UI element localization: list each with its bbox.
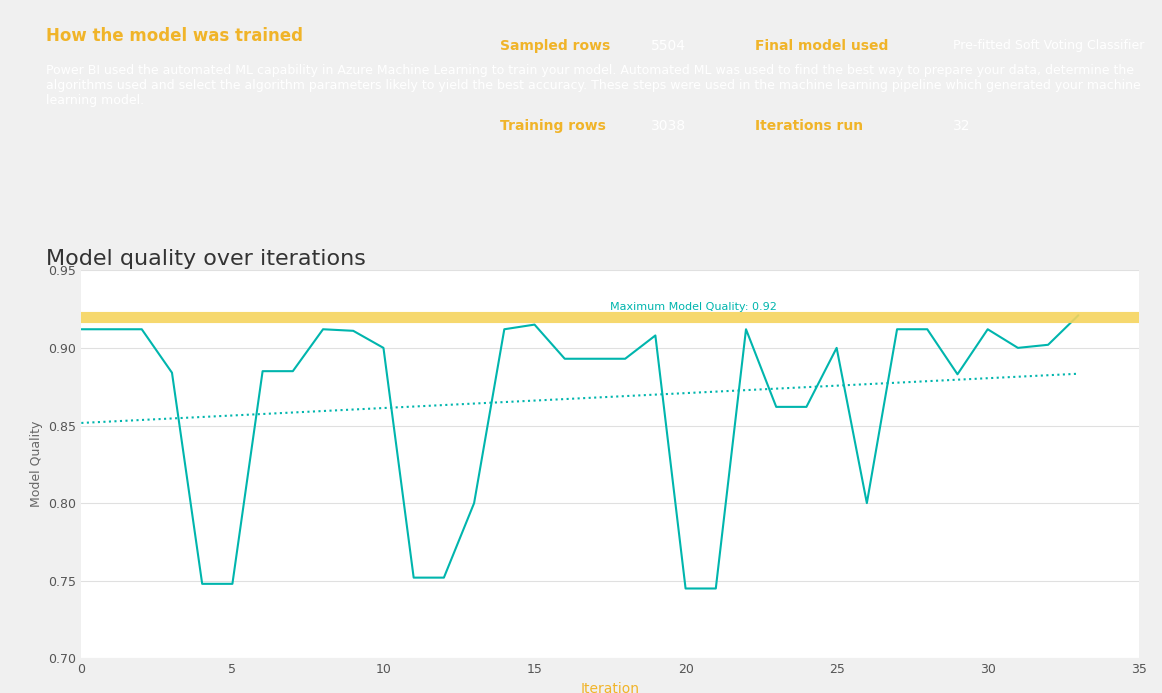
Text: Sampled rows: Sampled rows bbox=[500, 39, 610, 53]
Y-axis label: Model Quality: Model Quality bbox=[30, 421, 43, 507]
Text: 32: 32 bbox=[953, 119, 970, 133]
Text: Model quality over iterations: Model quality over iterations bbox=[46, 249, 366, 270]
Text: Iterations run: Iterations run bbox=[755, 119, 863, 133]
X-axis label: Iteration: Iteration bbox=[581, 682, 639, 693]
Text: Power BI used the automated ML capability in Azure Machine Learning to train you: Power BI used the automated ML capabilit… bbox=[46, 64, 1141, 107]
Text: Maximum Model Quality: 0.92: Maximum Model Quality: 0.92 bbox=[610, 302, 777, 312]
Text: Final model used: Final model used bbox=[755, 39, 889, 53]
Text: Training rows: Training rows bbox=[500, 119, 605, 133]
Text: 3038: 3038 bbox=[651, 119, 686, 133]
Text: 5504: 5504 bbox=[651, 39, 686, 53]
Text: How the model was trained: How the model was trained bbox=[46, 28, 303, 46]
Text: Pre-fitted Soft Voting Classifier: Pre-fitted Soft Voting Classifier bbox=[953, 40, 1145, 52]
